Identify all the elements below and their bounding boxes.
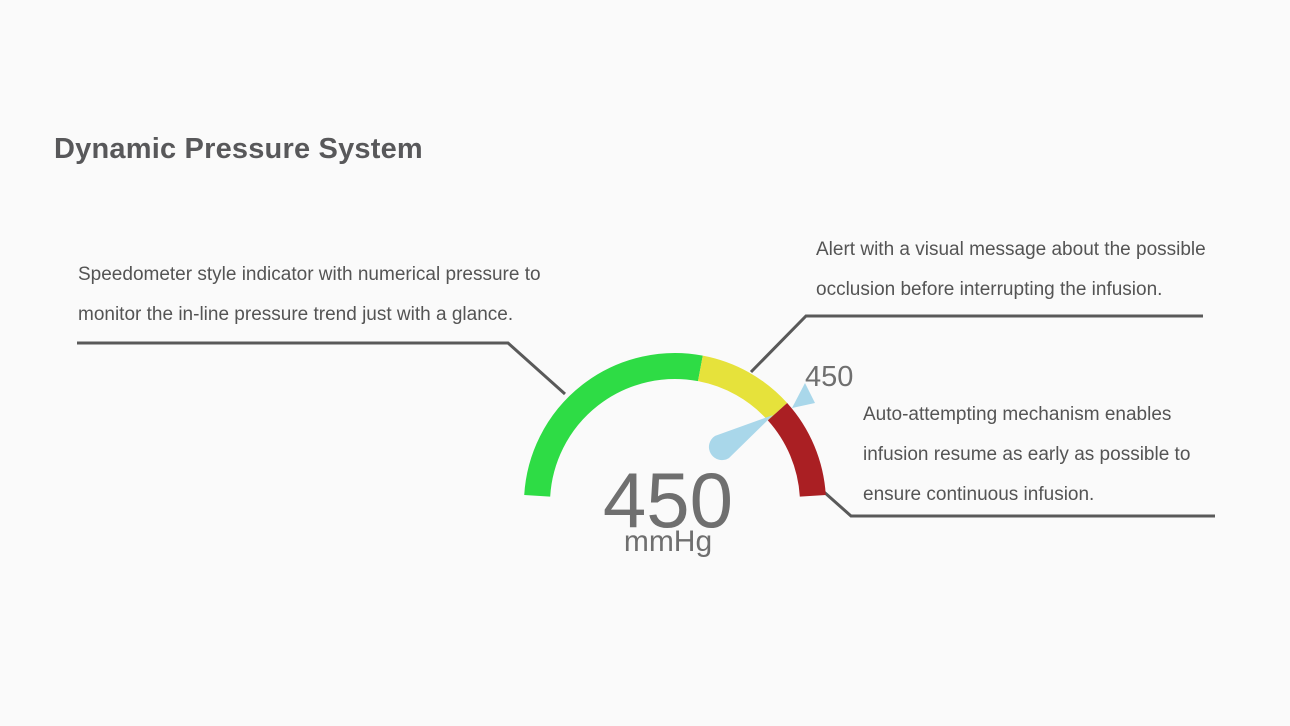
annotation-line: ensure continuous infusion. [863, 484, 1095, 505]
gauge-pointer-label: 450 [805, 361, 854, 393]
annotation-line: monitor the in-line pressure trend just … [78, 304, 514, 325]
annotation-auto-attempting: Auto-attempting mechanism enables infusi… [863, 395, 1190, 515]
gauge-needle-icon [708, 415, 773, 461]
gauge-arc-yellow [697, 355, 788, 421]
gauge-value: 450 [602, 456, 734, 544]
annotation-speedometer-indicator: Speedometer style indicator with numeric… [78, 255, 541, 335]
annotation-line: Alert with a visual message about the po… [816, 239, 1206, 260]
annotation-line: Auto-attempting mechanism enables [863, 404, 1172, 425]
page-title: Dynamic Pressure System [54, 133, 423, 165]
gauge-unit: mmHg [623, 525, 713, 558]
annotation-line: infusion resume as early as possible to [863, 444, 1191, 465]
annotation-line: Speedometer style indicator with numeric… [78, 264, 541, 285]
annotation-line: occlusion before interrupting the infusi… [816, 279, 1163, 300]
callout-line-left [77, 341, 567, 396]
annotation-occlusion-alert: Alert with a visual message about the po… [816, 230, 1206, 310]
